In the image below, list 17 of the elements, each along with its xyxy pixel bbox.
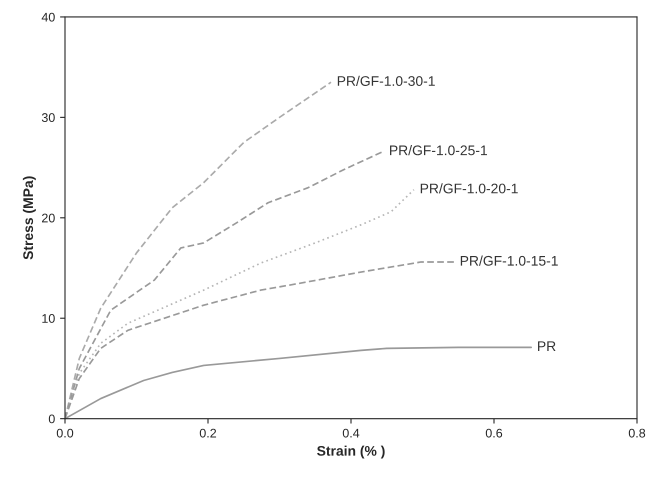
y-tick-label: 30 (42, 113, 55, 122)
y-tick-label: 10 (42, 314, 55, 323)
series-label: PR/GF-1.0-20-1 (420, 183, 518, 194)
x-tick-label: 0.0 (56, 428, 74, 438)
y-tick-label: 20 (42, 214, 55, 222)
series-label: PR/GF-1.0-25-1 (390, 145, 488, 156)
series-label: PR (538, 341, 556, 351)
x-axis-title: Strain (% ) (317, 446, 385, 459)
x-tick-label: 0.4 (342, 428, 360, 438)
y-tick-label: 0 (48, 414, 55, 424)
x-tick-label: 0.2 (200, 428, 216, 438)
x-tick-label: 0.8 (628, 428, 646, 438)
series-label: PR/GF-1.0-30-1 (338, 76, 435, 86)
x-tick-label: 0.6 (486, 428, 502, 438)
y-tick-label: 40 (42, 12, 55, 22)
y-axis-title: Stress (MPa) (22, 176, 36, 260)
series-label: PR/GF-1.0-15-1 (460, 256, 558, 266)
